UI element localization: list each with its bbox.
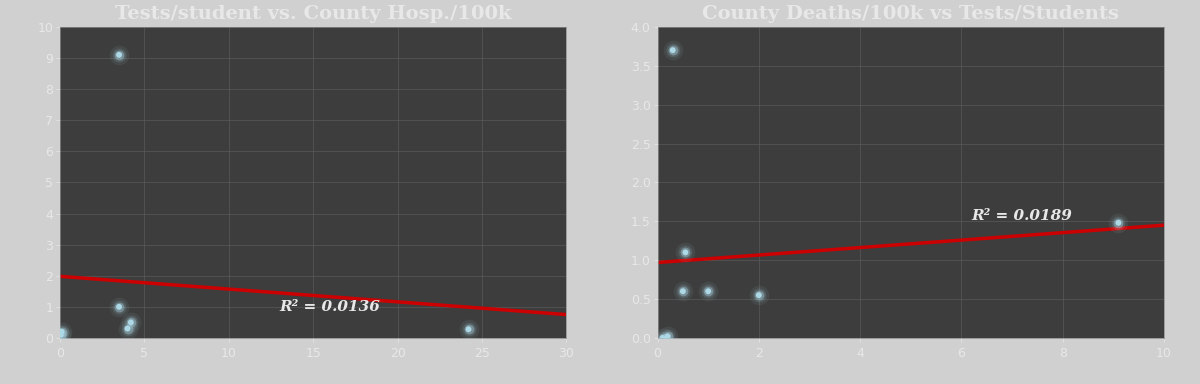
- Point: [121, 319, 140, 326]
- Point: [52, 329, 71, 335]
- Point: [664, 47, 683, 53]
- Point: [698, 288, 718, 295]
- Text: R² = 0.0189: R² = 0.0189: [972, 209, 1073, 223]
- Point: [109, 304, 128, 310]
- Point: [52, 329, 71, 335]
- Point: [109, 52, 128, 58]
- Point: [676, 249, 695, 255]
- Point: [749, 292, 768, 298]
- Point: [118, 326, 137, 332]
- Point: [1109, 220, 1128, 226]
- Point: [118, 326, 137, 332]
- Point: [653, 335, 672, 341]
- Point: [1109, 220, 1128, 226]
- Point: [458, 326, 478, 332]
- Point: [109, 304, 128, 310]
- Point: [52, 329, 71, 335]
- Point: [658, 333, 677, 339]
- Point: [749, 292, 768, 298]
- Point: [749, 292, 768, 298]
- Point: [52, 332, 71, 338]
- Point: [658, 333, 677, 339]
- Point: [749, 292, 768, 298]
- Point: [673, 288, 692, 295]
- Point: [658, 333, 677, 339]
- Point: [658, 333, 677, 339]
- Point: [109, 52, 128, 58]
- Point: [673, 288, 692, 295]
- Point: [653, 335, 672, 341]
- Point: [673, 288, 692, 295]
- Point: [458, 326, 478, 332]
- Point: [118, 326, 137, 332]
- Point: [109, 52, 128, 58]
- Point: [121, 319, 140, 326]
- Point: [1109, 220, 1128, 226]
- Point: [52, 332, 71, 338]
- Title: County Deaths/100k vs Tests/Students: County Deaths/100k vs Tests/Students: [702, 5, 1120, 23]
- Point: [121, 319, 140, 326]
- Point: [664, 47, 683, 53]
- Point: [676, 249, 695, 255]
- Point: [676, 249, 695, 255]
- Point: [52, 332, 71, 338]
- Point: [109, 304, 128, 310]
- Point: [109, 304, 128, 310]
- Point: [1109, 220, 1128, 226]
- Point: [52, 329, 71, 335]
- Point: [653, 335, 672, 341]
- Point: [698, 288, 718, 295]
- Point: [458, 326, 478, 332]
- Point: [698, 288, 718, 295]
- Point: [121, 319, 140, 326]
- Point: [458, 326, 478, 332]
- Point: [676, 249, 695, 255]
- Point: [52, 332, 71, 338]
- Point: [664, 47, 683, 53]
- Point: [653, 335, 672, 341]
- Point: [118, 326, 137, 332]
- Point: [698, 288, 718, 295]
- Point: [664, 47, 683, 53]
- Text: R² = 0.0136: R² = 0.0136: [280, 301, 380, 314]
- Title: Tests/student vs. County Hosp./100k: Tests/student vs. County Hosp./100k: [115, 5, 511, 23]
- Point: [673, 288, 692, 295]
- Point: [109, 52, 128, 58]
